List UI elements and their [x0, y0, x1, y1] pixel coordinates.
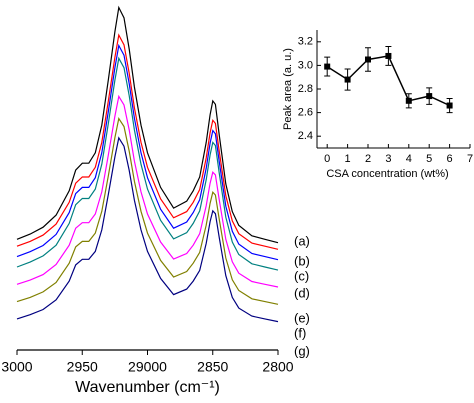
y-tick-label: 2.4 — [298, 130, 313, 142]
marker — [385, 52, 392, 59]
x-tick-label: 2 — [365, 153, 371, 165]
x-tick-label: 7 — [467, 153, 473, 165]
x-tick-label: 0 — [324, 153, 330, 165]
spectrum-line — [16, 116, 279, 305]
y-tick-label: 2.8 — [298, 83, 313, 95]
y-tick-label: 3.2 — [298, 36, 313, 48]
x-axis-label: CSA concentration (wt%) — [326, 168, 448, 180]
marker — [405, 97, 412, 104]
spectrum-line — [16, 136, 279, 323]
series-label: (d) — [294, 285, 310, 300]
x-tick-label: 1 — [345, 153, 351, 165]
marker — [446, 102, 453, 109]
spectrum-line — [16, 94, 279, 288]
spectrum-line — [16, 56, 279, 271]
x-tick-label: 6 — [447, 153, 453, 165]
x-tick-label: 4 — [406, 153, 412, 165]
x-axis-label: Wavenumber (cm⁻¹) — [75, 379, 220, 396]
x-tick-label: 2850 — [197, 359, 228, 375]
marker — [324, 63, 331, 70]
y-axis-label: Peak area (a. u.) — [282, 48, 294, 130]
x-tick-label: 2800 — [262, 359, 293, 375]
spectrum-line — [16, 43, 279, 261]
y-tick-label: 2.6 — [298, 107, 313, 119]
series-label: (b) — [294, 253, 310, 268]
x-tick-label: 3000 — [1, 359, 32, 375]
marker — [344, 76, 351, 83]
x-tick-label: 29000 — [128, 359, 167, 375]
x-tick-label: 2950 — [67, 359, 98, 375]
series-label: (f) — [294, 325, 306, 340]
series-label: (c) — [294, 268, 309, 283]
spectrum-line — [16, 33, 279, 250]
y-tick-label: 3.0 — [298, 59, 313, 71]
series-label: (a) — [294, 233, 310, 248]
series-label: (e) — [294, 310, 310, 325]
x-tick-label: 3 — [385, 153, 391, 165]
x-tick-label: 5 — [426, 153, 432, 165]
marker — [365, 56, 371, 63]
spectrum-line — [16, 5, 279, 244]
series-label: (g) — [294, 343, 310, 358]
marker — [426, 93, 433, 100]
